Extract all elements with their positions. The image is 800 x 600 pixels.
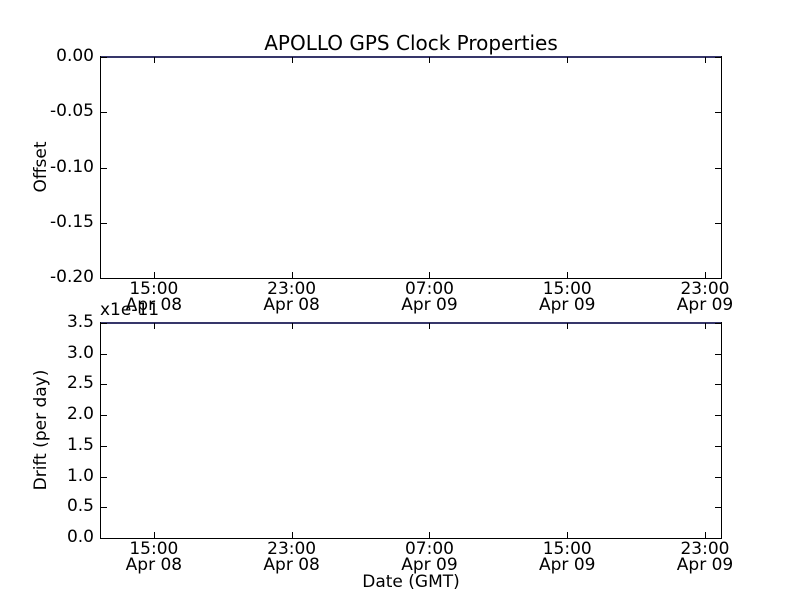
x-tick-time: 07:00 — [404, 539, 454, 559]
y-tick-mark-left — [101, 323, 107, 324]
y-tick-mark-right — [715, 445, 721, 447]
y-tick-mark-right — [715, 57, 721, 58]
x-tick-time: 15:00 — [542, 539, 592, 559]
plot-area-offset: 0.00 -0.05 -0.10 -0.15 -0.20 15:00 Apr 08 23:00… — [50, 48, 733, 314]
chart-title: APOLLO GPS Clock Properties — [264, 31, 558, 55]
y-tick-mark-right — [715, 323, 721, 324]
y-tick-mark-left — [101, 415, 107, 417]
y-tick-mark-right — [715, 507, 721, 509]
x-tick-label: 07:00 Apr 09 — [401, 279, 458, 315]
x-tick-mark-bottom — [291, 272, 293, 278]
y-tick-label: -0.10 — [50, 156, 94, 177]
x-tick-mark-top — [153, 323, 155, 329]
x-tick-mark-bottom — [705, 272, 706, 278]
x-tick-date: Apr 09 — [676, 555, 734, 575]
x-tick-mark-top — [291, 57, 293, 63]
x-tick-label: 23:00 Apr 09 — [676, 539, 734, 575]
y-tick-mark-right — [715, 384, 721, 386]
y-tick-mark-right — [715, 538, 721, 539]
y-tick-mark-left — [101, 57, 107, 58]
y-tick-label: 2.5 — [66, 373, 94, 394]
data-series-line-offset — [101, 56, 721, 58]
x-tick-label: 15:00 Apr 09 — [539, 279, 596, 315]
x-tick-date: Apr 09 — [401, 555, 458, 575]
y-tick-label: 1.0 — [66, 465, 94, 486]
x-tick-time: 23:00 — [680, 279, 730, 299]
x-tick-mark-bottom — [429, 272, 431, 278]
x-tick-label: 15:00 Apr 09 — [539, 539, 596, 575]
plot-area-drift: 3.5 3.0 2.5 2.0 1.5 1.0 0.5 0.0 15:00 Apr 08 23:00… — [67, 314, 733, 574]
y-tick-mark-left — [101, 507, 107, 509]
x-tick-mark-bottom — [153, 272, 155, 278]
y-tick-mark-right — [715, 353, 721, 355]
y-tick-mark-right — [715, 278, 721, 279]
x-tick-label: 23:00 Apr 09 — [676, 279, 734, 315]
y-tick-mark-left — [101, 167, 107, 169]
x-tick-mark-top — [153, 57, 155, 63]
x-tick-mark-bottom — [153, 532, 155, 538]
y-tick-label: 2.0 — [66, 404, 94, 425]
y-tick-mark-right — [715, 415, 721, 417]
x-tick-date: Apr 08 — [125, 295, 183, 315]
y-tick-label: 1.5 — [66, 435, 94, 456]
x-tick-time: 23:00 — [680, 539, 730, 559]
x-tick-label: 15:00 Apr 08 — [125, 539, 183, 575]
x-tick-mark-top — [429, 57, 431, 63]
y-tick-mark-right — [715, 167, 721, 169]
x-tick-time: 07:00 — [404, 279, 454, 299]
y-tick-mark-right — [715, 222, 721, 224]
x-tick-mark-bottom — [291, 532, 293, 538]
x-tick-time: 23:00 — [267, 539, 317, 559]
y-tick-label: 0.00 — [56, 46, 94, 67]
x-tick-mark-top — [291, 323, 293, 329]
y-tick-mark-left — [101, 538, 107, 539]
x-tick-date: Apr 08 — [263, 295, 320, 315]
x-tick-label: 23:00 Apr 08 — [263, 279, 320, 315]
x-tick-mark-bottom — [429, 532, 431, 538]
x-tick-time: 23:00 — [267, 279, 317, 299]
y-tick-mark-left — [101, 222, 107, 224]
x-tick-mark-top — [429, 323, 431, 329]
x-tick-mark-top — [567, 323, 569, 329]
x-tick-time: 15:00 — [129, 539, 179, 559]
y-axis-label-drift: Drift (per day) — [31, 369, 51, 491]
y-tick-mark-left — [101, 278, 107, 279]
x-tick-time: 15:00 — [542, 279, 592, 299]
x-tick-mark-bottom — [567, 272, 569, 278]
y-tick-label: -0.15 — [50, 211, 94, 232]
x-tick-mark-top — [705, 57, 706, 63]
x-tick-label: 15:00 Apr 08 — [125, 279, 183, 315]
x-tick-date: Apr 09 — [539, 295, 596, 315]
y-tick-mark-right — [715, 476, 721, 478]
x-tick-date: Apr 09 — [539, 555, 596, 575]
x-tick-date: Apr 09 — [676, 295, 734, 315]
y-tick-mark-left — [101, 112, 107, 114]
x-axis-label: Date (GMT) — [362, 572, 460, 592]
x-tick-time: 15:00 — [129, 279, 179, 299]
x-tick-label: 07:00 Apr 09 — [401, 539, 458, 575]
y-axis-label-offset: Offset — [31, 141, 51, 193]
y-axis-multiplier-label: x1e-11 — [100, 300, 160, 320]
y-tick-mark-left — [101, 384, 107, 386]
x-tick-date: Apr 09 — [401, 295, 458, 315]
y-tick-label: 3.0 — [66, 342, 94, 363]
y-tick-mark-right — [715, 112, 721, 114]
y-tick-label: 0.0 — [66, 527, 94, 548]
y-tick-label: 0.5 — [66, 496, 94, 517]
data-series-line-drift — [101, 322, 721, 324]
x-tick-label: 23:00 Apr 08 — [263, 539, 320, 575]
x-tick-mark-top — [567, 57, 569, 63]
x-tick-mark-bottom — [567, 532, 569, 538]
y-tick-label: -0.05 — [50, 101, 94, 122]
y-tick-mark-left — [101, 445, 107, 447]
y-tick-label: 3.5 — [66, 312, 94, 333]
x-tick-date: Apr 08 — [263, 555, 320, 575]
y-tick-label: -0.20 — [50, 267, 94, 288]
x-tick-mark-top — [705, 323, 706, 329]
x-tick-mark-bottom — [705, 532, 706, 538]
x-tick-date: Apr 08 — [125, 555, 183, 575]
y-tick-mark-left — [101, 353, 107, 355]
y-tick-mark-left — [101, 476, 107, 478]
